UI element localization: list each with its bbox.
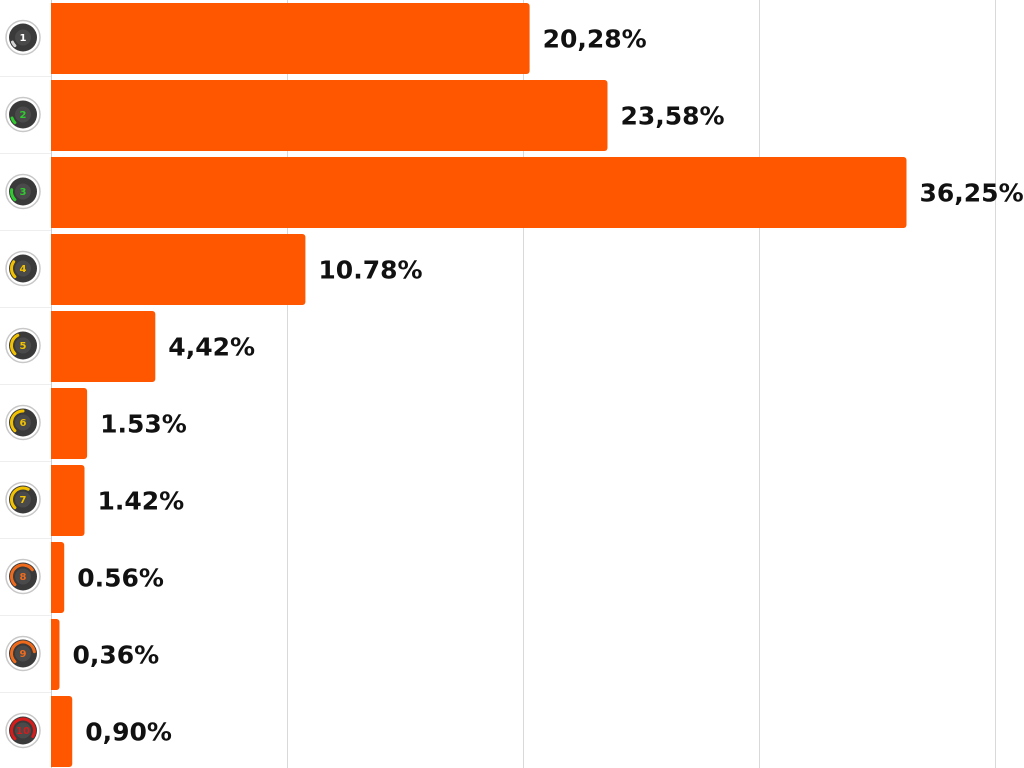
bar <box>51 696 73 767</box>
bar <box>51 157 907 228</box>
bar-left-edge <box>51 311 55 382</box>
value-label: 4,42% <box>168 333 255 362</box>
bar-left-edge <box>51 388 55 459</box>
rank-gauge-icon: 7 <box>5 481 41 518</box>
gauge-level-arc <box>10 409 25 433</box>
gauge-level-arc <box>10 563 34 587</box>
rank-number: 2 <box>20 110 27 121</box>
gauge-face <box>15 260 31 277</box>
value-label: 36,25% <box>920 179 1024 208</box>
value-label: 1.53% <box>100 410 187 439</box>
bar-left-edge <box>51 619 55 690</box>
value-label: 0,36% <box>72 641 159 670</box>
rank-gauge-icon: 3 <box>5 173 41 210</box>
bar-left-edge <box>51 3 55 74</box>
rank-gauge-icon: 5 <box>5 327 41 364</box>
bars <box>51 3 907 767</box>
rank-number: 7 <box>20 495 27 506</box>
rank-gauge-icon: 10 <box>5 712 41 749</box>
gauge-face <box>15 722 31 739</box>
rank-gauge-icon: 4 <box>5 250 41 287</box>
gauge-level-arc <box>10 40 17 48</box>
gauge-face <box>15 106 31 123</box>
gauge-level-arc <box>10 188 17 202</box>
value-label: 0.56% <box>77 564 164 593</box>
category-rows: 1 2 3 4 5 6 7 8 9 10 <box>0 19 51 749</box>
bar-left-edge <box>51 157 55 228</box>
rank-gauge-icon: 6 <box>5 404 41 441</box>
value-labels: 20,28% 23,58% 36,25% 10.78% 4,42% 1.53% 1.42% 0… <box>72 25 1023 747</box>
bar-left-edge <box>51 542 55 613</box>
rank-number: 5 <box>20 341 27 352</box>
rank-gauge-icon: 2 <box>5 96 41 133</box>
bar <box>51 465 85 536</box>
rank-number: 9 <box>20 649 27 660</box>
value-label: 10.78% <box>318 256 422 285</box>
rank-number: 3 <box>20 187 27 198</box>
value-label: 23,58% <box>620 102 724 131</box>
gauge-level-arc <box>10 333 20 356</box>
value-label: 1.42% <box>98 487 185 516</box>
gauge-face <box>15 568 31 585</box>
rank-number: 10 <box>16 726 30 737</box>
bar <box>51 311 156 382</box>
gauge-face <box>15 491 31 508</box>
rank-number: 1 <box>20 33 27 44</box>
gauge-level-arc <box>10 260 17 279</box>
gauge-face <box>15 183 31 200</box>
rank-gauge-icon: 8 <box>5 558 41 595</box>
gauge-level-arc <box>10 116 17 125</box>
value-label: 20,28% <box>543 25 647 54</box>
bar-left-edge <box>51 234 55 305</box>
bar <box>51 388 88 459</box>
gauge-level-arc <box>10 640 36 664</box>
gauge-level-arc <box>10 717 36 741</box>
rank-number: 4 <box>20 264 27 275</box>
bar-left-edge <box>51 465 55 536</box>
rank-number: 8 <box>20 572 27 583</box>
gauge-face <box>15 414 31 431</box>
bar <box>51 234 306 305</box>
bar <box>51 80 608 151</box>
rank-gauge-icon: 1 <box>5 19 41 56</box>
bar-left-edge <box>51 696 55 767</box>
gauge-face <box>15 337 31 354</box>
gauge-face <box>15 29 31 46</box>
value-label: 0,90% <box>85 718 172 747</box>
rank-number: 6 <box>20 418 27 429</box>
bar-left-edge <box>51 80 55 151</box>
bar <box>51 3 530 74</box>
rank-gauge-icon: 9 <box>5 635 41 672</box>
gauge-face <box>15 645 31 662</box>
gauge-level-arc <box>10 486 30 510</box>
